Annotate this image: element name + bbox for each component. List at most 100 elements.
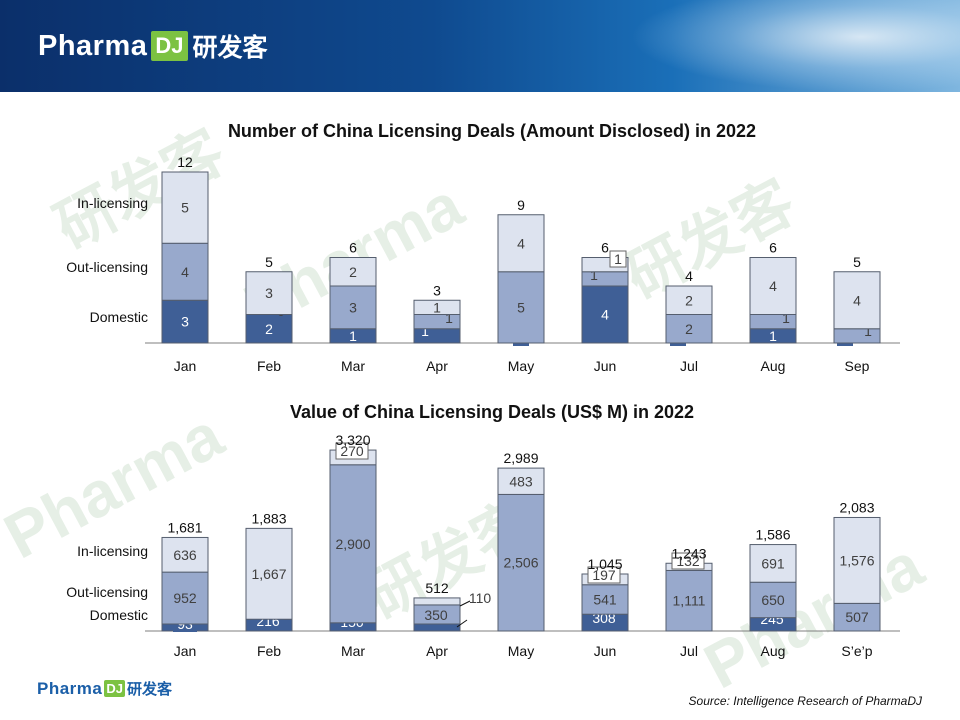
- bar-segment: [413, 623, 461, 632]
- total-label: 6: [769, 240, 777, 256]
- watermark: Pharma: [693, 528, 934, 702]
- category-label: Jan: [174, 643, 197, 659]
- total-label: 12: [177, 154, 193, 170]
- bar-segment: [833, 328, 881, 344]
- data-label: 132: [676, 553, 700, 569]
- category-label: Mar: [341, 643, 365, 659]
- footer-logo: Pharma DJ 研发客: [37, 678, 172, 699]
- total-label: 5: [853, 254, 861, 270]
- series-label-in-licensing: In-licensing: [77, 195, 148, 211]
- data-label: 2: [685, 292, 693, 308]
- total-label: 6: [349, 240, 357, 256]
- category-label: S’e’p: [841, 643, 872, 659]
- total-label: 1,045: [587, 556, 622, 572]
- data-label: 507: [845, 609, 869, 625]
- data-label: 4: [853, 292, 861, 308]
- category-label: Apr: [426, 358, 448, 374]
- category-label: Jun: [594, 643, 617, 659]
- data-label: 3: [181, 314, 189, 330]
- data-label: 483: [509, 473, 533, 489]
- total-label: 1,883: [251, 510, 286, 526]
- total-label: 3: [433, 282, 441, 298]
- bar-segment: [329, 257, 377, 287]
- chart-number-of-deals: Number of China Licensing Deals (Amount …: [66, 121, 900, 374]
- series-label-out-licensing: Out-licensing: [66, 259, 148, 275]
- category-label: Jan: [174, 358, 197, 374]
- series-label-domestic: Domestic: [90, 607, 148, 623]
- data-label: 1: [590, 267, 598, 283]
- data-label-box: [609, 250, 627, 268]
- total-label: 2,989: [503, 450, 538, 466]
- category-label: Jun: [594, 358, 617, 374]
- data-label: 2,900: [335, 536, 370, 552]
- data-label: 197: [592, 567, 616, 583]
- series-label-domestic: Domestic: [90, 309, 148, 325]
- data-label: 350: [424, 607, 448, 623]
- data-label: 1,576: [839, 552, 874, 568]
- data-label: 1: [614, 251, 622, 267]
- bar-segment: [581, 584, 629, 615]
- brand-logo: Pharma DJ 研发客: [38, 28, 268, 64]
- data-label: 52: [472, 607, 488, 623]
- bar-segment: [413, 597, 461, 606]
- bar-segment: [413, 299, 461, 315]
- bar-segment: [497, 493, 545, 632]
- bar-segment: [245, 314, 293, 344]
- data-label: 636: [173, 547, 197, 563]
- bar-segment: [245, 271, 293, 315]
- total-label: 5: [265, 254, 273, 270]
- bar-segment: [161, 171, 209, 244]
- total-label: 512: [425, 580, 449, 596]
- data-label: 691: [761, 555, 785, 571]
- bar-segment: [329, 285, 377, 330]
- bar-segment: [833, 271, 881, 330]
- chart-title: Number of China Licensing Deals (Amount …: [228, 121, 756, 141]
- category-label: Feb: [257, 358, 281, 374]
- data-label: 4: [601, 307, 609, 323]
- data-label: 5: [517, 299, 525, 315]
- bar-segment: [329, 464, 377, 624]
- data-label: 5: [181, 200, 189, 216]
- bar-segment: [497, 467, 545, 495]
- data-label: 4: [517, 235, 525, 251]
- total-label: 2,083: [839, 499, 874, 515]
- bar-segment: [665, 285, 713, 315]
- chart-title: Value of China Licensing Deals (US$ M) i…: [290, 402, 694, 422]
- leader-line: [459, 600, 471, 607]
- brand-box: DJ: [151, 31, 188, 61]
- data-label: 2: [349, 264, 357, 280]
- total-label: 1,243: [671, 545, 706, 561]
- series-label-in-licensing: In-licensing: [77, 543, 148, 559]
- bar-segment: [497, 271, 545, 344]
- data-label: 1: [349, 328, 357, 344]
- total-label: 6: [601, 240, 609, 256]
- data-label: 3: [265, 285, 273, 301]
- data-label-box: [335, 442, 369, 460]
- total-label: 1,681: [167, 519, 202, 535]
- data-label-box: [671, 552, 705, 570]
- category-label: Jul: [680, 643, 698, 659]
- bar-segment: [161, 536, 209, 573]
- category-label: May: [508, 358, 534, 374]
- footer-brand-cn: 研发客: [127, 681, 173, 698]
- category-label: Aug: [761, 643, 786, 659]
- data-label: 1,667: [251, 566, 286, 582]
- data-label: 4: [769, 278, 777, 294]
- brand-word: Pharma: [38, 29, 148, 62]
- data-label: 952: [173, 590, 197, 606]
- data-label-box: [587, 566, 621, 584]
- data-label: 1,111: [673, 593, 706, 609]
- category-label: Jul: [680, 358, 698, 374]
- source-note: Source: Intelligence Research of PharmaD…: [688, 694, 922, 708]
- header-banner: Pharma DJ 研发客: [0, 0, 960, 92]
- category-label: Feb: [257, 643, 281, 659]
- total-label: 3,320: [335, 432, 370, 448]
- category-label: Apr: [426, 643, 448, 659]
- total-label: 9: [517, 197, 525, 213]
- data-label: 1: [769, 328, 777, 344]
- bar-segment: [749, 581, 797, 619]
- footer-brand-word: Pharma: [37, 678, 103, 698]
- data-label: 270: [340, 443, 364, 459]
- bar-segment: [749, 544, 797, 583]
- bar-segment: [413, 314, 461, 330]
